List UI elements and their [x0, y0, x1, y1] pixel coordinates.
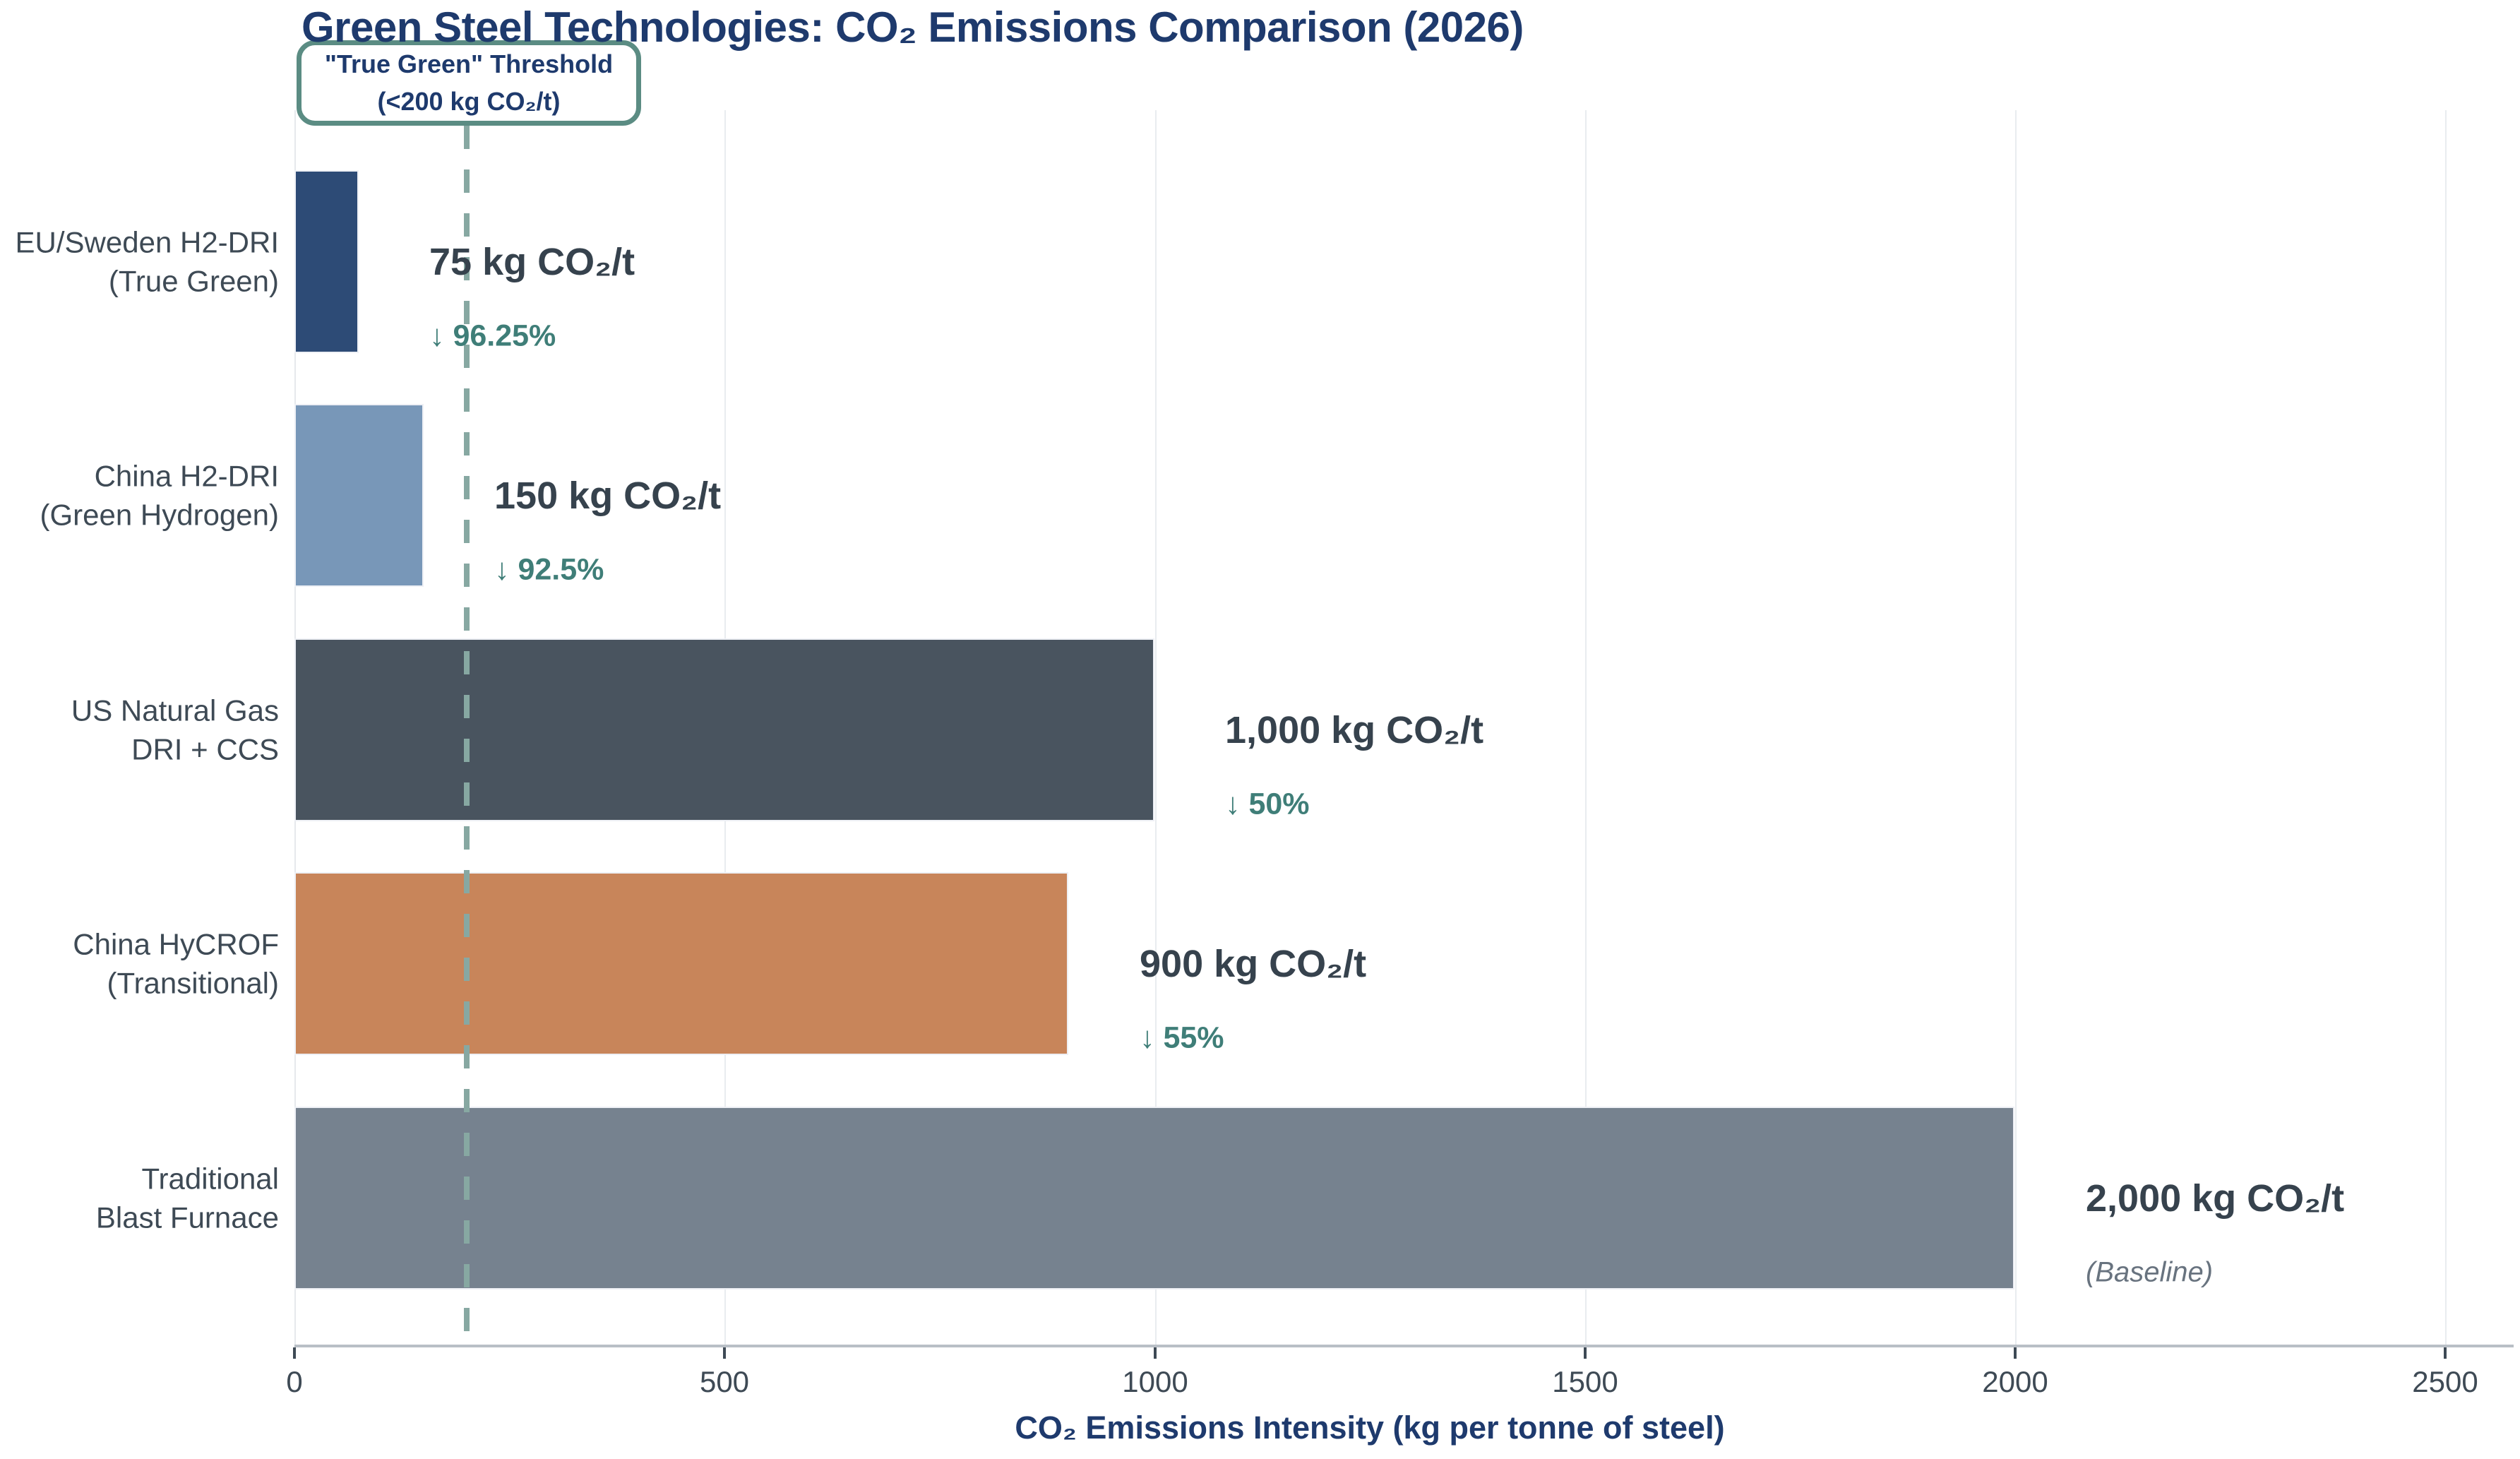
- x-tick-label-0: 0: [286, 1365, 303, 1398]
- x-tick-2000: [2014, 1347, 2017, 1359]
- x-axis-title: CO₂ Emissions Intensity (kg per tonne of…: [1015, 1410, 1725, 1446]
- gridline-1000: [1155, 110, 1157, 1346]
- threshold-annotation-line1: "True Green" Threshold: [324, 49, 614, 79]
- bar-traditional-blast-furnace: [294, 1107, 2015, 1290]
- bar-china-hycrof: [294, 872, 1069, 1055]
- reduction-label: ↓ 92.5%: [494, 552, 604, 586]
- value-label: 900 kg CO₂/t: [1140, 942, 1367, 985]
- x-tick-label-2500: 2500: [2412, 1365, 2478, 1398]
- category-label: China H2-DRI (Green Hydrogen): [40, 459, 279, 532]
- value-label: 150 kg CO₂/t: [494, 474, 722, 517]
- x-tick-2500: [2444, 1347, 2447, 1359]
- baseline-label: (Baseline): [2086, 1256, 2214, 1287]
- value-label: 2,000 kg CO₂/t: [2086, 1177, 2345, 1220]
- x-tick-0: [293, 1347, 296, 1359]
- bar-us-natural-gas-dri-ccs: [294, 638, 1155, 821]
- category-label: China HyCROF (Transitional): [73, 927, 279, 1000]
- gridline-1500: [1585, 110, 1587, 1346]
- bar-row-eu-sweden-h2-dri: EU/Sweden H2-DRI (True Green) 75 kg CO₂/…: [0, 170, 2520, 353]
- bar-row-us-natural-gas-dri-ccs: US Natural Gas DRI + CCS 1,000 kg CO₂/t …: [0, 638, 2520, 821]
- bar-china-h2-dri: [294, 404, 424, 587]
- threshold-annotation-line2: (<200 kg CO₂/t): [377, 86, 561, 116]
- x-axis-line: [294, 1345, 2514, 1347]
- category-label: US Natural Gas DRI + CCS: [71, 693, 279, 766]
- gridline-2000: [2015, 110, 2017, 1346]
- chart-title: Green Steel Technologies: CO₂ Emissions …: [301, 4, 1524, 51]
- x-tick-500: [723, 1347, 726, 1359]
- threshold-annotation: "True Green" Threshold (<200 kg CO₂/t): [297, 40, 641, 126]
- reduction-label: ↓ 55%: [1140, 1020, 1224, 1054]
- bar-row-china-h2-dri: China H2-DRI (Green Hydrogen) 150 kg CO₂…: [0, 404, 2520, 587]
- bar-eu-sweden-h2-dri: [294, 170, 359, 353]
- gridline-2500: [2445, 110, 2447, 1346]
- bar-row-traditional-blast-furnace: Traditional Blast Furnace 2,000 kg CO₂/t…: [0, 1107, 2520, 1290]
- category-label: EU/Sweden H2-DRI (True Green): [15, 225, 279, 298]
- category-label: Traditional Blast Furnace: [95, 1162, 279, 1234]
- reduction-label: ↓ 50%: [1225, 787, 1310, 821]
- x-tick-label-1000: 1000: [1122, 1365, 1188, 1398]
- reduction-label: ↓ 96.25%: [429, 318, 556, 352]
- x-tick-label-1500: 1500: [1552, 1365, 1618, 1398]
- x-tick-label-500: 500: [699, 1365, 750, 1398]
- x-tick-1000: [1154, 1347, 1157, 1359]
- x-tick-label-2000: 2000: [1982, 1365, 2048, 1398]
- value-label: 75 kg CO₂/t: [429, 240, 635, 283]
- bar-row-china-hycrof: China HyCROF (Transitional) 900 kg CO₂/t…: [0, 872, 2520, 1055]
- value-label: 1,000 kg CO₂/t: [1225, 708, 1484, 751]
- x-tick-1500: [1584, 1347, 1587, 1359]
- threshold-line: [463, 126, 470, 1346]
